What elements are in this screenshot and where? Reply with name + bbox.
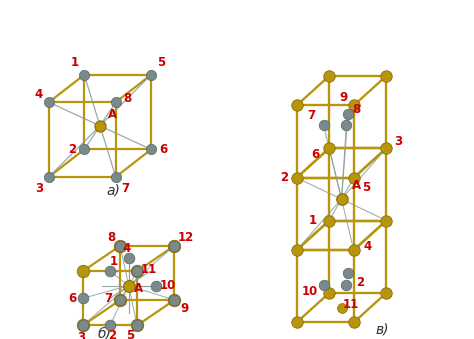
Point: [350, 247, 357, 253]
Text: 2: 2: [68, 143, 76, 156]
Point: [320, 123, 328, 128]
Point: [106, 268, 114, 274]
Point: [117, 297, 124, 303]
Point: [350, 175, 357, 180]
Point: [383, 290, 390, 296]
Point: [152, 283, 160, 288]
Text: 9: 9: [340, 91, 348, 104]
Point: [350, 103, 357, 108]
Text: A: A: [108, 108, 117, 121]
Point: [133, 323, 141, 328]
Text: а): а): [107, 184, 121, 198]
Text: 5: 5: [157, 56, 165, 69]
Text: 8: 8: [123, 92, 132, 105]
Point: [125, 283, 132, 288]
Point: [343, 123, 350, 128]
Text: 7: 7: [121, 182, 129, 195]
Text: 2: 2: [281, 171, 289, 184]
Point: [112, 100, 119, 105]
Point: [147, 72, 155, 77]
Point: [117, 243, 124, 248]
Point: [293, 175, 301, 180]
Point: [133, 323, 141, 328]
Point: [106, 323, 114, 328]
Text: 5: 5: [126, 329, 135, 339]
Point: [337, 196, 345, 202]
Text: 1: 1: [109, 255, 118, 267]
Point: [147, 147, 155, 152]
Point: [350, 320, 357, 325]
Point: [171, 243, 178, 248]
Text: 4: 4: [123, 242, 131, 255]
Point: [117, 297, 124, 303]
Text: 6: 6: [69, 292, 77, 305]
Point: [125, 256, 132, 261]
Point: [293, 103, 301, 108]
Point: [45, 100, 53, 105]
Text: 10: 10: [159, 279, 176, 292]
Text: 9: 9: [181, 302, 189, 315]
Text: A: A: [134, 282, 143, 295]
Text: 2: 2: [108, 329, 116, 339]
Point: [293, 320, 301, 325]
Point: [343, 282, 350, 287]
Text: 8: 8: [108, 231, 116, 244]
Point: [383, 145, 390, 151]
Text: 4: 4: [35, 88, 43, 101]
Point: [383, 73, 390, 79]
Text: 4: 4: [364, 240, 372, 253]
Point: [326, 218, 333, 223]
Text: 8: 8: [353, 102, 361, 116]
Point: [326, 290, 333, 296]
Point: [293, 247, 301, 253]
Point: [326, 145, 333, 151]
Point: [383, 218, 390, 223]
Text: 3: 3: [394, 135, 402, 148]
Point: [320, 282, 328, 287]
Point: [79, 323, 87, 328]
Text: 7: 7: [307, 109, 315, 122]
Point: [171, 243, 178, 248]
Text: 10: 10: [301, 285, 318, 298]
Text: 7: 7: [104, 292, 112, 305]
Point: [133, 268, 141, 274]
Point: [79, 296, 87, 301]
Text: A: A: [352, 179, 361, 192]
Point: [337, 305, 345, 311]
Text: 1: 1: [309, 214, 317, 227]
Text: 6: 6: [159, 143, 167, 156]
Point: [96, 123, 104, 128]
Point: [133, 268, 141, 274]
Point: [344, 270, 352, 276]
Point: [79, 323, 87, 328]
Text: в): в): [375, 323, 389, 337]
Point: [326, 73, 333, 79]
Text: б): б): [98, 326, 112, 339]
Text: 11: 11: [342, 298, 359, 311]
Point: [117, 243, 124, 248]
Text: 3: 3: [35, 182, 43, 195]
Text: 1: 1: [70, 56, 79, 69]
Text: 6: 6: [311, 148, 319, 161]
Point: [171, 297, 178, 303]
Point: [112, 174, 119, 180]
Point: [45, 174, 53, 180]
Point: [344, 111, 352, 116]
Text: 11: 11: [141, 263, 157, 276]
Point: [81, 72, 88, 77]
Point: [81, 147, 88, 152]
Text: 2: 2: [356, 276, 365, 289]
Text: 12: 12: [178, 231, 194, 244]
Point: [79, 268, 87, 274]
Text: 3: 3: [77, 331, 85, 339]
Text: 5: 5: [362, 181, 370, 194]
Point: [171, 297, 178, 303]
